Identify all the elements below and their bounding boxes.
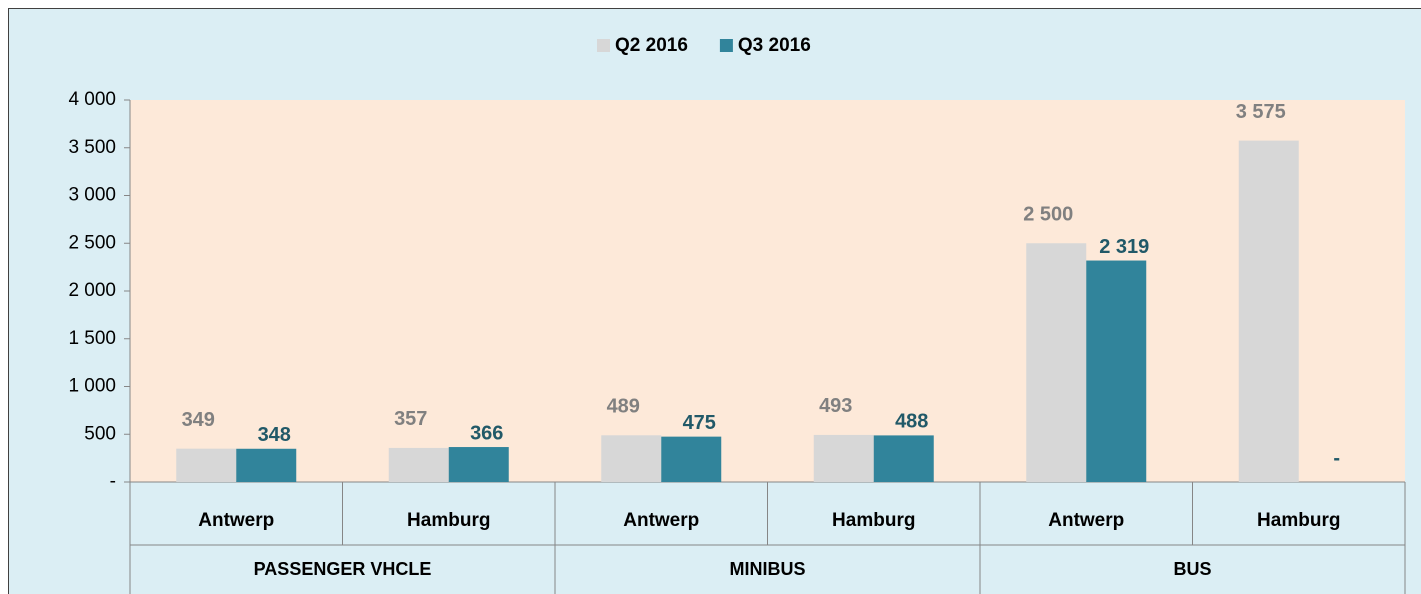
- data-label: 348: [258, 424, 291, 446]
- bar: [448, 447, 509, 482]
- y-tick-label: 2 500: [68, 232, 116, 253]
- y-tick-label: 1 500: [68, 328, 116, 349]
- data-label: 475: [683, 412, 716, 434]
- bar: [176, 448, 237, 482]
- data-label: 3 575: [1236, 101, 1286, 123]
- data-label: 488: [895, 411, 928, 433]
- group-label: MINIBUS: [730, 559, 806, 579]
- bar: [813, 434, 874, 482]
- y-tick-label: 3 500: [68, 137, 116, 158]
- bar: [661, 436, 722, 482]
- x-tick-label: Antwerp: [623, 510, 699, 531]
- x-tick-label: Hamburg: [1257, 510, 1340, 531]
- bar: [236, 448, 297, 482]
- plot-area: [130, 100, 1405, 482]
- data-label: 493: [819, 395, 852, 417]
- bar: [388, 447, 449, 482]
- data-label: 366: [470, 422, 503, 444]
- bar: [873, 435, 934, 482]
- y-tick-label: 3 000: [68, 185, 116, 206]
- data-label: 349: [182, 409, 215, 431]
- bar: [1026, 243, 1087, 482]
- data-label: -: [1333, 447, 1340, 469]
- y-tick-label: 2 000: [68, 280, 116, 301]
- legend-swatch: [597, 39, 610, 52]
- legend-label: Q2 2016: [615, 35, 688, 56]
- data-label: 489: [607, 396, 640, 418]
- y-tick-label: -: [110, 471, 116, 492]
- bar: [1238, 140, 1299, 482]
- x-tick-label: Hamburg: [832, 510, 915, 531]
- bar: [1086, 260, 1147, 482]
- bar: [601, 435, 662, 482]
- group-label: BUS: [1173, 559, 1211, 579]
- data-label: 357: [394, 408, 427, 430]
- y-tick-label: 4 000: [68, 89, 116, 110]
- x-tick-label: Antwerp: [1048, 510, 1124, 531]
- y-tick-label: 500: [84, 423, 116, 444]
- x-tick-label: Hamburg: [407, 510, 490, 531]
- data-label: 2 319: [1099, 236, 1149, 258]
- data-label: 2 500: [1023, 204, 1073, 226]
- legend-swatch: [719, 39, 733, 52]
- legend-label: Q3 2016: [738, 35, 811, 56]
- y-tick-label: 1 000: [68, 376, 116, 397]
- group-label: PASSENGER VHCLE: [254, 559, 432, 579]
- x-tick-label: Antwerp: [198, 510, 274, 531]
